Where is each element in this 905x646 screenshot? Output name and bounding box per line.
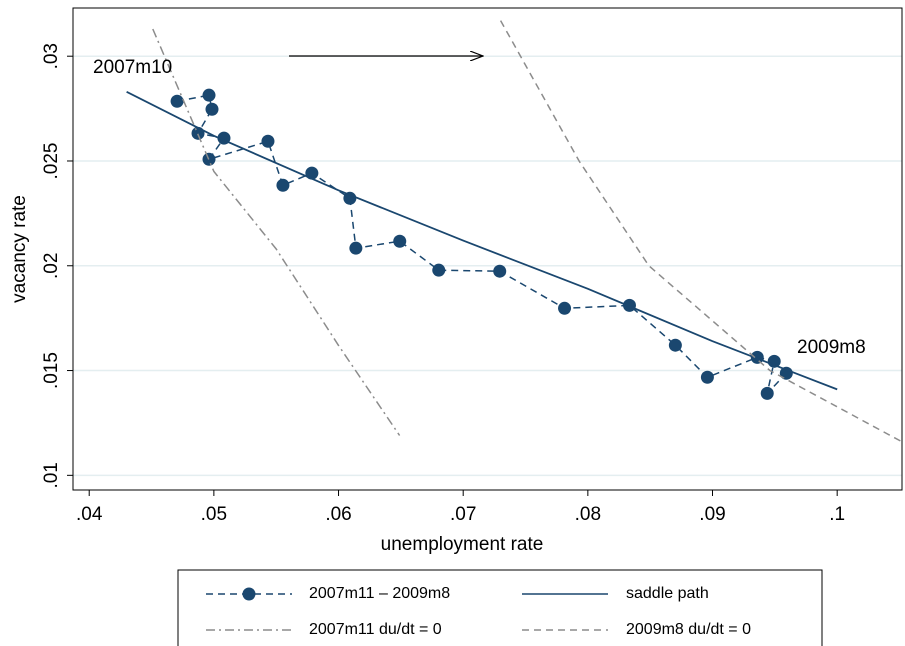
series-line <box>152 28 401 436</box>
annotation: 2009m8 <box>797 337 866 358</box>
x-tick-label: .09 <box>699 504 725 525</box>
series-line <box>176 94 787 396</box>
x-tick-label: .08 <box>575 504 601 525</box>
y-axis-title: vacancy rate <box>9 195 30 303</box>
data-point <box>760 386 774 400</box>
data-point <box>493 264 507 278</box>
data-point <box>261 134 275 148</box>
data-point <box>343 191 357 205</box>
legend-label: saddle path <box>626 585 709 602</box>
y-tick-label: .03 <box>41 43 62 69</box>
plot <box>126 20 903 443</box>
legend-box <box>177 569 823 646</box>
data-point <box>276 178 290 192</box>
data-point <box>202 88 216 102</box>
plot-frame <box>72 7 903 491</box>
data-point <box>170 94 184 108</box>
x-tick-label: .05 <box>201 504 227 525</box>
data-point <box>432 263 446 277</box>
x-tick-label: .1 <box>829 504 845 525</box>
legend: 2007m11 – 2009m8 saddle path 2007m11 du/dt… <box>206 585 751 638</box>
x-tick-label: .07 <box>450 504 476 525</box>
data-point <box>349 241 363 255</box>
x-tick-label: .06 <box>325 504 351 525</box>
y-tick-label: .015 <box>41 352 62 389</box>
data-point <box>205 102 219 116</box>
y-tick-label: .02 <box>41 253 62 279</box>
grid <box>73 55 902 477</box>
data-point <box>393 234 407 248</box>
data-point <box>558 301 572 315</box>
series-line <box>499 20 903 443</box>
legend-label: 2007m11 du/dt = 0 <box>309 621 442 638</box>
y-tick-label: .01 <box>41 462 62 488</box>
data-point <box>779 366 793 380</box>
annotation: 2007m10 <box>93 57 172 78</box>
data-point <box>668 338 682 352</box>
data-point <box>700 370 714 384</box>
x-axis-title: unemployment rate <box>381 534 544 555</box>
legend-label: 2009m8 du/dt = 0 <box>626 621 751 638</box>
y-tick-label: .025 <box>41 142 62 179</box>
legend-marker <box>242 587 256 601</box>
legend-label: 2007m11 – 2009m8 <box>309 585 450 602</box>
series-line <box>126 90 838 391</box>
x-tick-label: .04 <box>76 504 103 525</box>
